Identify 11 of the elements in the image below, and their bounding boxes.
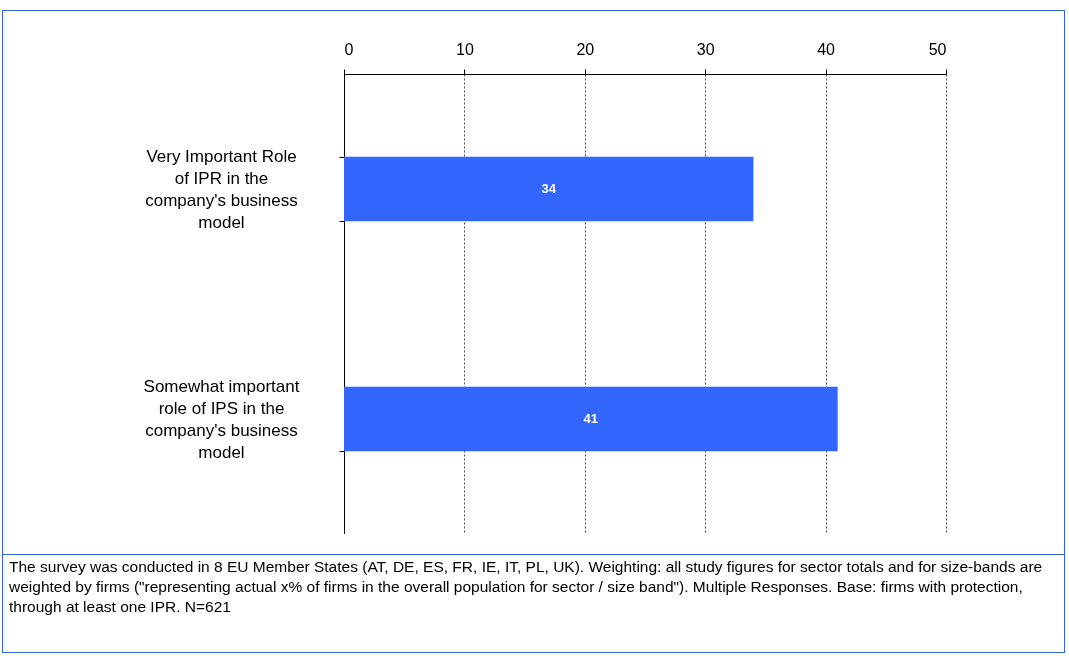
data-label: 41 — [583, 411, 599, 426]
x-tick-label: 10 — [456, 40, 474, 58]
y-tick-label: Somewhat important role of IPS in the company's business model — [143, 376, 300, 462]
x-tick-label: 30 — [696, 40, 715, 58]
x-tick-label: 0 — [344, 40, 354, 58]
x-tick-label: 40 — [817, 40, 836, 58]
text: The survey was conducted in 8 EU Member States (AT, DE, ES, FR, IE, IT, PL, UK). Weighting: all study figures for sector totals and for size-bands are weighted by firms ("representing actual x% of firms in the overall population for sector / size band"). Multiple Responses. Base: firms with protection, through at least one IPR. N=621 — [3, 554, 1064, 652]
data-label: 34 — [541, 181, 557, 196]
y-tick-label: Very Important Role of IPR in the company's business model — [145, 146, 298, 232]
x-tick-label: 20 — [576, 40, 595, 58]
x-tick-label: 50 — [928, 40, 947, 58]
